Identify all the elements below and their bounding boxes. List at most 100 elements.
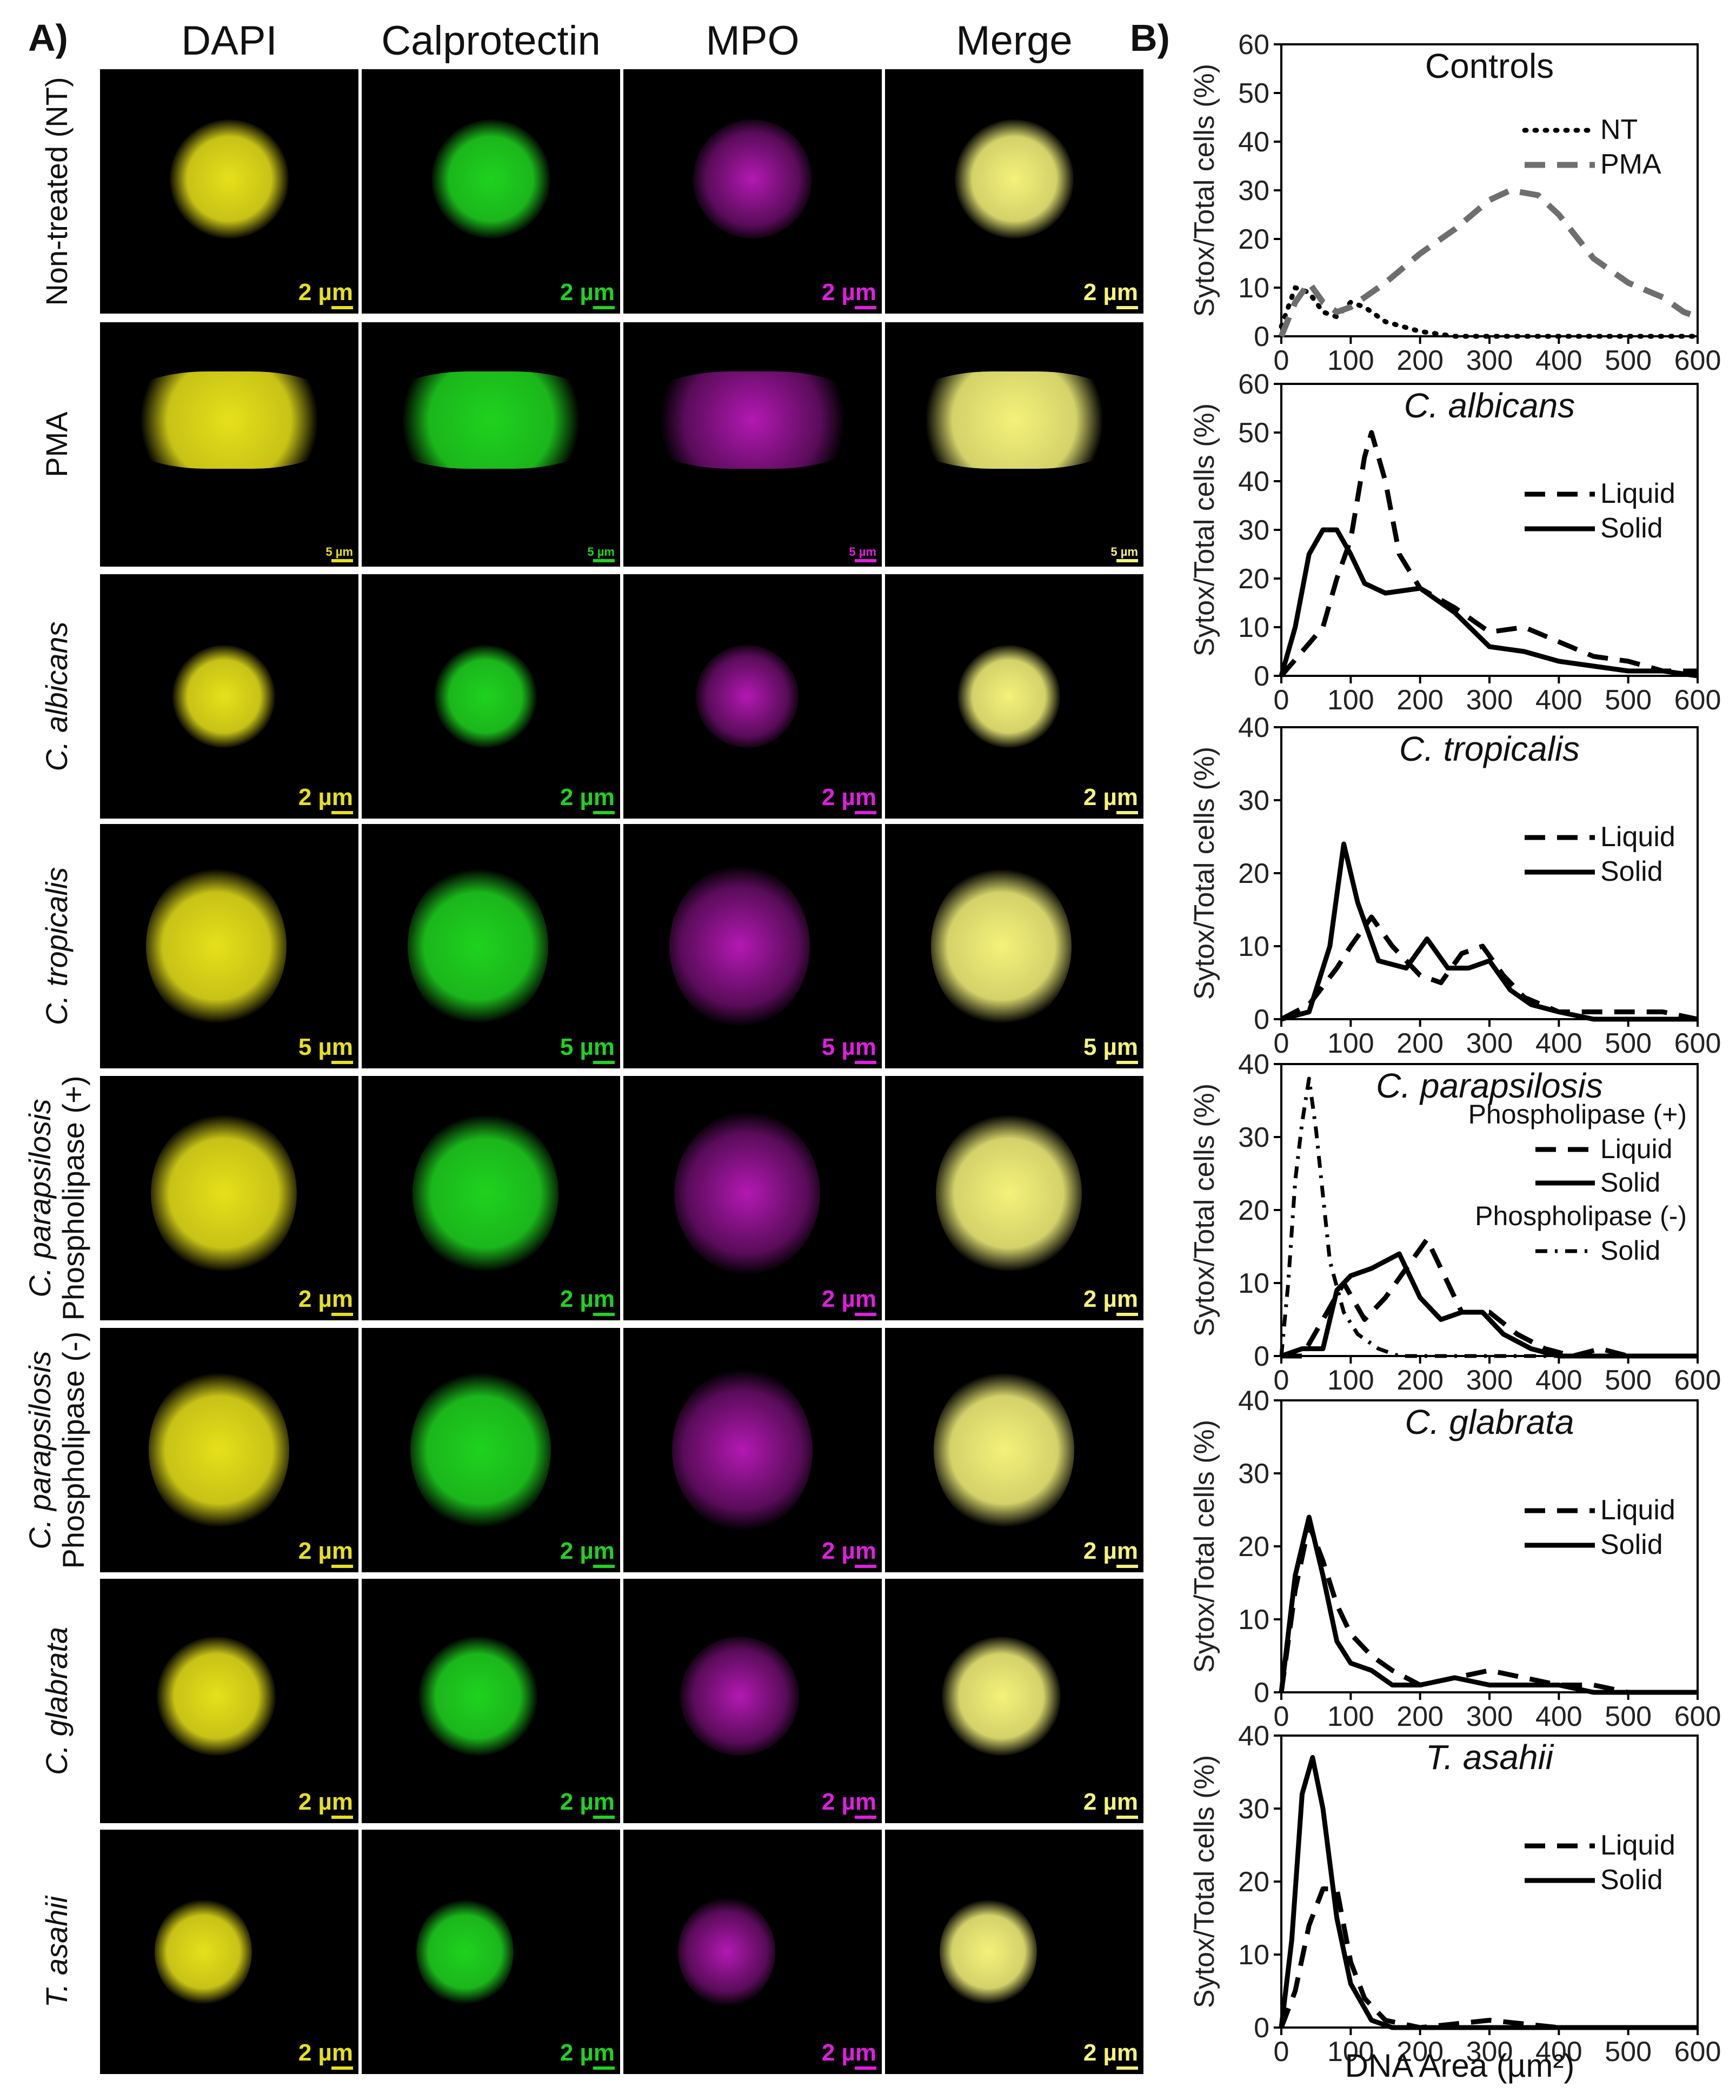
x-tick-label: 400 <box>1535 2036 1582 2068</box>
x-tick-label: 600 <box>1674 2036 1721 2068</box>
micrograph-mpo-row-5: 2 µm <box>623 1076 882 1320</box>
legend-label: Liquid <box>1600 821 1675 853</box>
x-tick-label: 400 <box>1535 1365 1582 1396</box>
cell-signal <box>671 1369 813 1531</box>
legend-label: Solid <box>1600 1864 1663 1896</box>
x-tick-label: 600 <box>1674 345 1721 376</box>
legend-label: Solid <box>1600 856 1663 887</box>
micrograph-merge-row-4: 5 µm <box>885 824 1143 1068</box>
scale-bar <box>1116 559 1138 562</box>
x-tick-label: 200 <box>1396 2036 1444 2068</box>
x-tick-label: 600 <box>1674 1028 1721 1059</box>
panel-a-letter: A) <box>28 17 68 59</box>
x-tick-label: 500 <box>1605 1365 1652 1396</box>
y-tick-label: 0 <box>1254 661 1269 692</box>
cell-signal <box>669 865 810 1027</box>
x-tick-label: 600 <box>1674 1701 1721 1732</box>
series-line-6-2 <box>1279 1755 1698 2030</box>
scale-bar-label: 2 µm <box>298 1538 353 1564</box>
cell-signal <box>933 1369 1074 1531</box>
cell-signal <box>148 1369 289 1531</box>
y-tick-label: 0 <box>1254 1341 1269 1372</box>
cell-signal <box>901 371 1128 469</box>
scale-bar <box>1116 1313 1138 1316</box>
scale-bar <box>1116 811 1138 814</box>
x-tick-label: 500 <box>1605 2036 1652 2068</box>
x-tick-label: 0 <box>1274 1365 1289 1396</box>
x-tick-label: 200 <box>1396 1365 1444 1396</box>
scale-bar <box>855 2066 876 2070</box>
y-tick-label: 0 <box>1254 1677 1269 1709</box>
y-tick-label: 40 <box>1238 466 1269 497</box>
scale-bar-label: 5 µm <box>849 545 876 559</box>
scale-bar-label: 2 µm <box>1083 279 1138 305</box>
scale-bar-label: 2 µm <box>298 279 353 305</box>
cell-signal <box>377 371 604 469</box>
y-tick-label: 60 <box>1238 369 1269 400</box>
legend-label: Solid <box>1600 1167 1660 1198</box>
y-tick-label: 20 <box>1238 224 1269 255</box>
cell-signal <box>955 119 1074 239</box>
cell-signal <box>116 371 343 469</box>
legend-label: Liquid <box>1600 1134 1672 1164</box>
scale-bar-label: 2 µm <box>1083 784 1138 810</box>
y-tick-label: 60 <box>1238 29 1269 61</box>
scale-bar <box>593 1565 615 1568</box>
micrograph-dapi-row-6: 2 µm <box>100 1328 358 1572</box>
micrograph-mpo-row-7: 2 µm <box>623 1579 882 1823</box>
cell-signal <box>408 865 549 1027</box>
scale-bar-label: 5 µm <box>325 545 353 559</box>
micrograph-mpo-row-2: 5 µm <box>623 322 882 567</box>
scale-bar <box>1116 2066 1138 2070</box>
scale-bar <box>331 1816 353 1819</box>
cell-signal <box>957 645 1061 748</box>
scale-bar-label: 5 µm <box>1110 545 1138 559</box>
y-tick-label: 0 <box>1254 321 1269 353</box>
micrograph-calprotectin-row-6: 2 µm <box>362 1328 620 1572</box>
y-tick-label: 20 <box>1238 1866 1269 1898</box>
cell-signal <box>418 1636 538 1756</box>
scale-bar <box>855 1061 876 1064</box>
x-tick-label: 200 <box>1396 345 1444 376</box>
series-line-5-2 <box>1279 1514 1698 1695</box>
cell-signal <box>410 1369 551 1531</box>
cell-signal <box>151 1112 297 1274</box>
y-tick-label: 40 <box>1238 1385 1269 1417</box>
y-tick-label: 10 <box>1238 1604 1269 1636</box>
scale-bar-label: 2 µm <box>298 2039 353 2066</box>
cell-signal <box>155 1898 252 2006</box>
scale-bar-label: 2 µm <box>1083 1286 1138 1312</box>
micrograph-mpo-row-4: 5 µm <box>623 824 882 1068</box>
scale-bar-label: 2 µm <box>821 1286 876 1312</box>
scale-bar <box>331 811 353 814</box>
cell-signal <box>172 645 276 748</box>
x-tick-label: 0 <box>1274 1028 1289 1059</box>
legend-label: NT <box>1600 114 1638 145</box>
legend-label: Solid <box>1600 1235 1660 1266</box>
x-tick-label: 100 <box>1327 685 1374 716</box>
y-axis-label: Sytox/Total cells (%) <box>1189 64 1220 317</box>
scale-bar <box>855 1313 876 1316</box>
legend-label: Liquid <box>1600 1830 1675 1861</box>
series-line-2-1 <box>1279 430 1698 677</box>
scale-bar-label: 5 µm <box>560 1034 615 1060</box>
scale-bar-label: 5 µm <box>1083 1034 1138 1060</box>
chart-title: C. parapsilosis <box>1376 1066 1603 1105</box>
x-tick-label: 300 <box>1466 2036 1513 2068</box>
x-tick-label: 200 <box>1396 1701 1444 1732</box>
scale-bar-label: 2 µm <box>298 784 353 810</box>
y-tick-label: 10 <box>1238 931 1269 962</box>
x-tick-label: 0 <box>1274 345 1289 376</box>
cell-signal <box>170 119 289 239</box>
y-tick-label: 0 <box>1254 1004 1269 1035</box>
y-axis-label: Sytox/Total cells (%) <box>1189 403 1220 656</box>
x-tick-label: 300 <box>1466 685 1513 716</box>
micrograph-dapi-row-2: 5 µm <box>100 322 358 567</box>
scale-bar <box>855 1816 876 1819</box>
x-tick-label: 600 <box>1674 685 1721 716</box>
x-tick-label: 100 <box>1327 345 1374 376</box>
chart-title: C. tropicalis <box>1399 729 1580 768</box>
y-tick-label: 10 <box>1238 273 1269 304</box>
scale-bar-label: 2 µm <box>821 784 876 810</box>
